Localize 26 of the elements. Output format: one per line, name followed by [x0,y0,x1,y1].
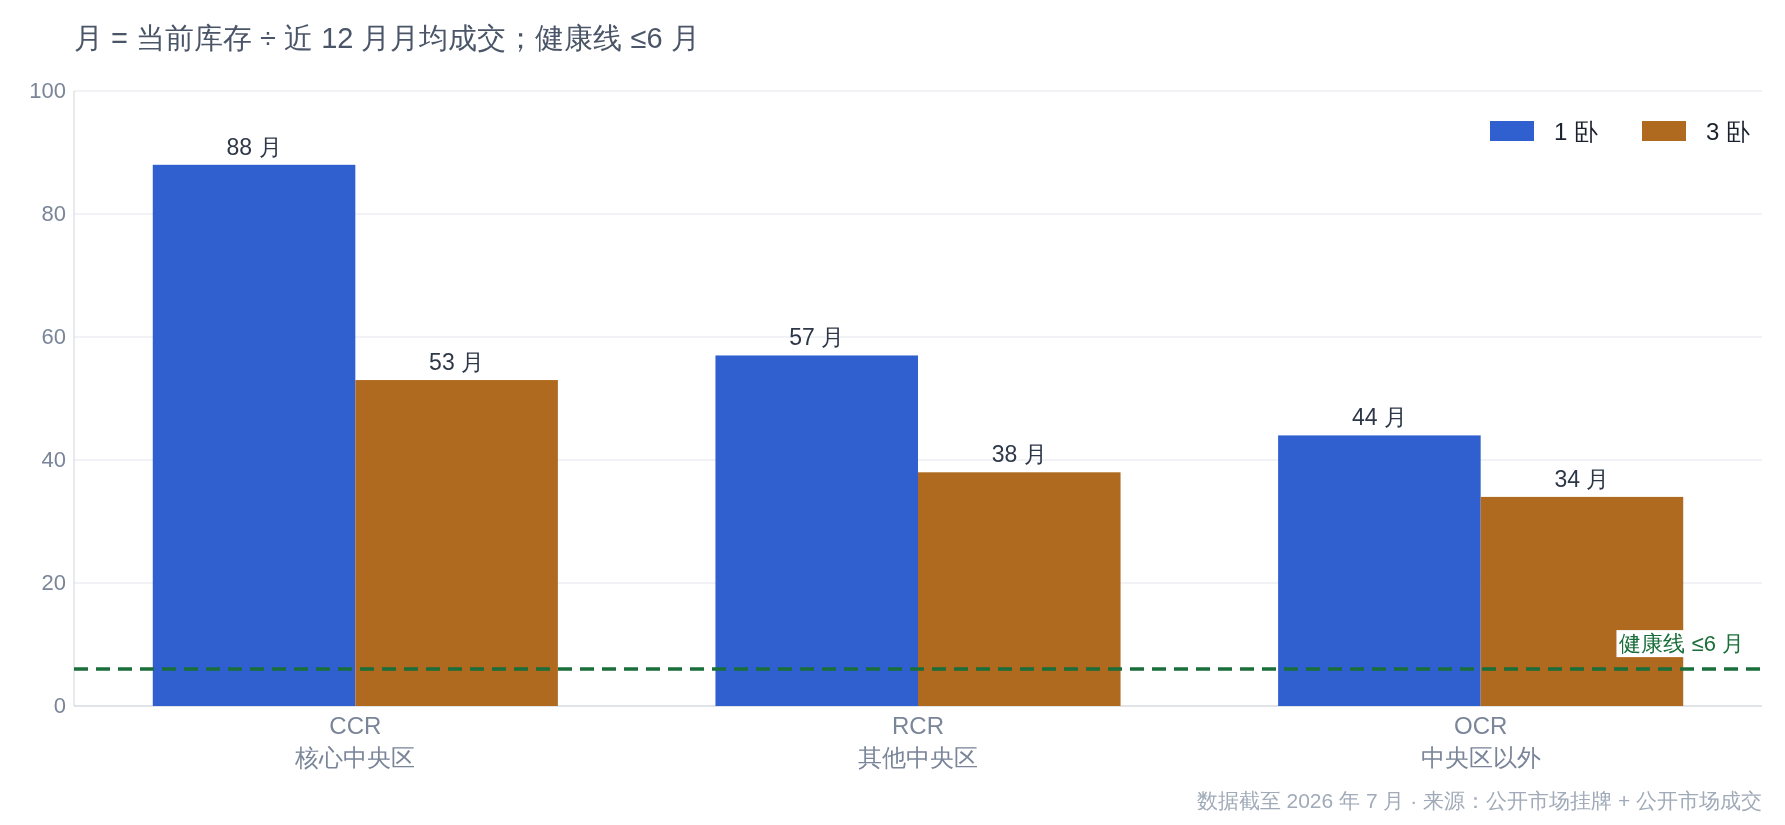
data-label: 88 月 [226,133,282,160]
bar [152,164,356,706]
ref-line-label: 健康线 ≤6 月 [1619,631,1744,657]
text: 数据截至 2026 年 7 月 · 来源：公开市场挂牌 + 公开市场成交 [1196,789,1762,812]
bar [355,380,558,706]
legend-label: 1 卧 [1554,118,1599,145]
data-label: 57 月 [789,324,845,351]
bar [1278,435,1481,706]
y-tick-label: 60 [41,324,66,349]
bar [918,472,1121,706]
y-tick-label: 40 [41,447,66,472]
bar [715,355,918,706]
x-tick-label: RCR 其他中央区 [858,712,978,771]
y-tick-label: 0 [53,693,66,718]
chart-title: 月 = 当前库存 ÷ 近 12 月月均成交；健康线 ≤6 月 [74,22,700,54]
legend-label: 3 卧 [1706,118,1751,145]
bar [1480,496,1684,706]
y-tick-label: 20 [41,570,66,595]
y-tick-label: 100 [29,78,66,103]
data-label: 34 月 [1554,465,1610,492]
x-tick-label: OCR 中央区以外 [1420,712,1541,771]
y-tick-label: 80 [41,201,66,226]
data-label: 53 月 [429,349,485,376]
data-label: 38 月 [991,441,1047,468]
x-tick-label: CCR 核心中央区 [294,712,416,771]
data-label: 44 月 [1351,404,1407,431]
